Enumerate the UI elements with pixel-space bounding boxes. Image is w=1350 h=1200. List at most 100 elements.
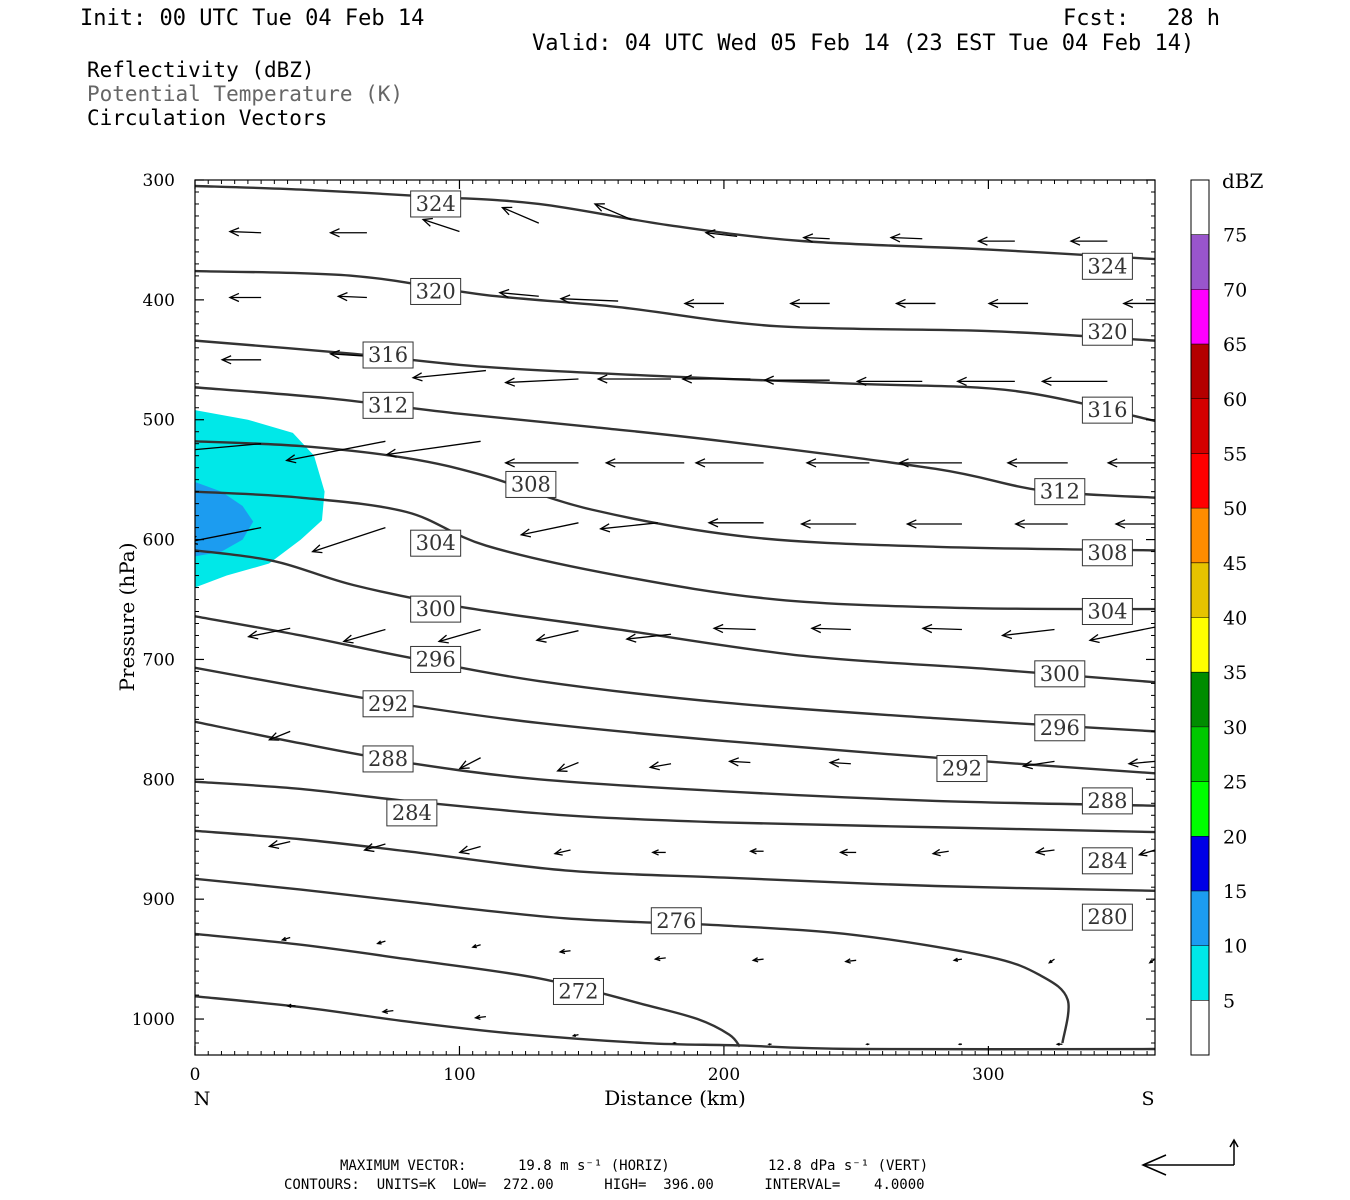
contour-label-box bbox=[410, 277, 462, 305]
circulation-vector bbox=[311, 526, 386, 554]
circulation-vector bbox=[473, 1014, 486, 1021]
contour-label-308: 308 bbox=[1087, 541, 1127, 565]
contour-label-box bbox=[1081, 598, 1133, 626]
circulation-vector bbox=[855, 376, 923, 387]
circulation-vector bbox=[471, 943, 481, 949]
contour-label-box bbox=[362, 745, 414, 773]
circulation-vector bbox=[751, 957, 764, 963]
circulation-vector bbox=[1021, 760, 1055, 770]
circulation-vector bbox=[897, 458, 962, 468]
contour-line-300 bbox=[195, 549, 1155, 684]
circulation-vector bbox=[625, 633, 672, 643]
colorbar-title: dBZ bbox=[1222, 169, 1264, 193]
contour-label-box bbox=[1081, 787, 1133, 815]
colorbar-tick-label: 65 bbox=[1223, 334, 1247, 356]
circulation-vector bbox=[1040, 376, 1108, 387]
circulation-vector bbox=[956, 376, 1015, 387]
x-axis-label: Distance (km) bbox=[604, 1086, 746, 1110]
circulation-vector bbox=[1088, 626, 1155, 644]
contour-line-292 bbox=[195, 666, 1155, 775]
y-tick-label: 900 bbox=[143, 890, 175, 910]
circulation-vector bbox=[285, 440, 386, 464]
x-tick-label: 100 bbox=[443, 1065, 475, 1085]
circulation-vector bbox=[247, 627, 291, 640]
contour-line-312 bbox=[195, 386, 1155, 499]
contour-label-304: 304 bbox=[1087, 600, 1127, 624]
circulation-vector bbox=[648, 761, 672, 771]
circulation-vector bbox=[599, 522, 658, 533]
contour-label-320: 320 bbox=[416, 279, 456, 303]
circulation-vector bbox=[681, 374, 751, 384]
circulation-vector bbox=[1069, 236, 1108, 246]
circulation-vector bbox=[593, 203, 632, 221]
circulation-vector bbox=[328, 349, 367, 360]
colorbar-tick-label: 10 bbox=[1223, 936, 1247, 958]
contour-label-296: 296 bbox=[1040, 716, 1080, 740]
max-vector-vert: 12.8 dPa s⁻¹ (VERT) bbox=[768, 1158, 929, 1174]
circulation-vector bbox=[556, 761, 579, 772]
contour-label-box bbox=[362, 391, 414, 419]
circulation-vector bbox=[683, 298, 724, 309]
circulation-vector bbox=[712, 623, 756, 634]
circulation-vector bbox=[727, 757, 751, 767]
circulation-vector bbox=[987, 298, 1029, 309]
contour-line-304 bbox=[195, 490, 1155, 611]
colorbar-tick-label: 55 bbox=[1223, 443, 1247, 465]
contour-line-308 bbox=[195, 440, 1155, 552]
colorbar-swatch bbox=[1191, 234, 1209, 290]
y-tick-label: 600 bbox=[143, 531, 175, 551]
circulation-vector bbox=[381, 1008, 394, 1015]
colorbar-swatch bbox=[1191, 453, 1209, 509]
contour-label-box bbox=[1034, 660, 1086, 688]
circulation-vector bbox=[571, 1033, 579, 1037]
circulation-vector bbox=[921, 623, 962, 634]
circulation-vector bbox=[458, 757, 481, 770]
circulation-vector bbox=[749, 848, 764, 855]
circulation-vector bbox=[1137, 849, 1155, 857]
colorbar-tick-label: 30 bbox=[1223, 717, 1247, 739]
circulation-vector bbox=[267, 730, 291, 741]
circulation-vector bbox=[280, 936, 291, 942]
contour-label-box bbox=[650, 907, 702, 935]
contour-label-box bbox=[552, 977, 604, 1005]
max-vector-label: MAXIMUM VECTOR: bbox=[340, 1158, 467, 1174]
colorbar-swatch bbox=[1191, 1000, 1209, 1055]
contour-line-324 bbox=[195, 184, 1155, 261]
colorbar-swatch bbox=[1191, 180, 1209, 235]
contour-label-300: 300 bbox=[416, 597, 456, 621]
forecast-hour-value: 28 h bbox=[1167, 6, 1220, 31]
circulation-vector bbox=[976, 236, 1015, 246]
x-end-label-north: N bbox=[194, 1088, 211, 1110]
colorbar-swatch bbox=[1191, 781, 1209, 837]
circulation-vector bbox=[385, 440, 481, 458]
circulation-vector bbox=[789, 298, 830, 309]
contour-line-276 bbox=[195, 877, 1070, 1044]
colorbar-tick-label: 70 bbox=[1223, 279, 1247, 301]
colorbar-tick-label: 5 bbox=[1223, 990, 1235, 1012]
contour-label-308: 308 bbox=[511, 472, 551, 496]
circulation-vector bbox=[1114, 519, 1155, 529]
circulation-vector bbox=[1048, 958, 1055, 964]
circulation-vector bbox=[286, 1003, 296, 1009]
contour-label-284: 284 bbox=[1087, 849, 1127, 873]
colorbar-swatch bbox=[1191, 945, 1209, 1001]
contour-label-292: 292 bbox=[942, 757, 982, 781]
contour-label-312: 312 bbox=[368, 393, 408, 417]
contour-label-box bbox=[1081, 539, 1133, 567]
contour-line-268 bbox=[195, 995, 1155, 1051]
contour-label-280: 280 bbox=[1087, 905, 1127, 929]
contour-label-box bbox=[386, 799, 438, 827]
circulation-vector bbox=[805, 458, 870, 468]
circulation-vector bbox=[1034, 847, 1055, 856]
circulation-vector bbox=[220, 355, 262, 365]
contour-label-box bbox=[1081, 396, 1133, 424]
contour-label-box bbox=[410, 190, 462, 218]
circulation-vector bbox=[535, 630, 579, 643]
circulation-vector bbox=[1148, 958, 1155, 964]
circulation-vector bbox=[500, 206, 540, 224]
contour-label-300: 300 bbox=[1040, 662, 1080, 686]
circulation-vector bbox=[1122, 298, 1155, 309]
circulation-vector bbox=[336, 291, 367, 302]
colorbar-swatch bbox=[1191, 508, 1209, 563]
colorbar-swatch bbox=[1191, 562, 1209, 618]
